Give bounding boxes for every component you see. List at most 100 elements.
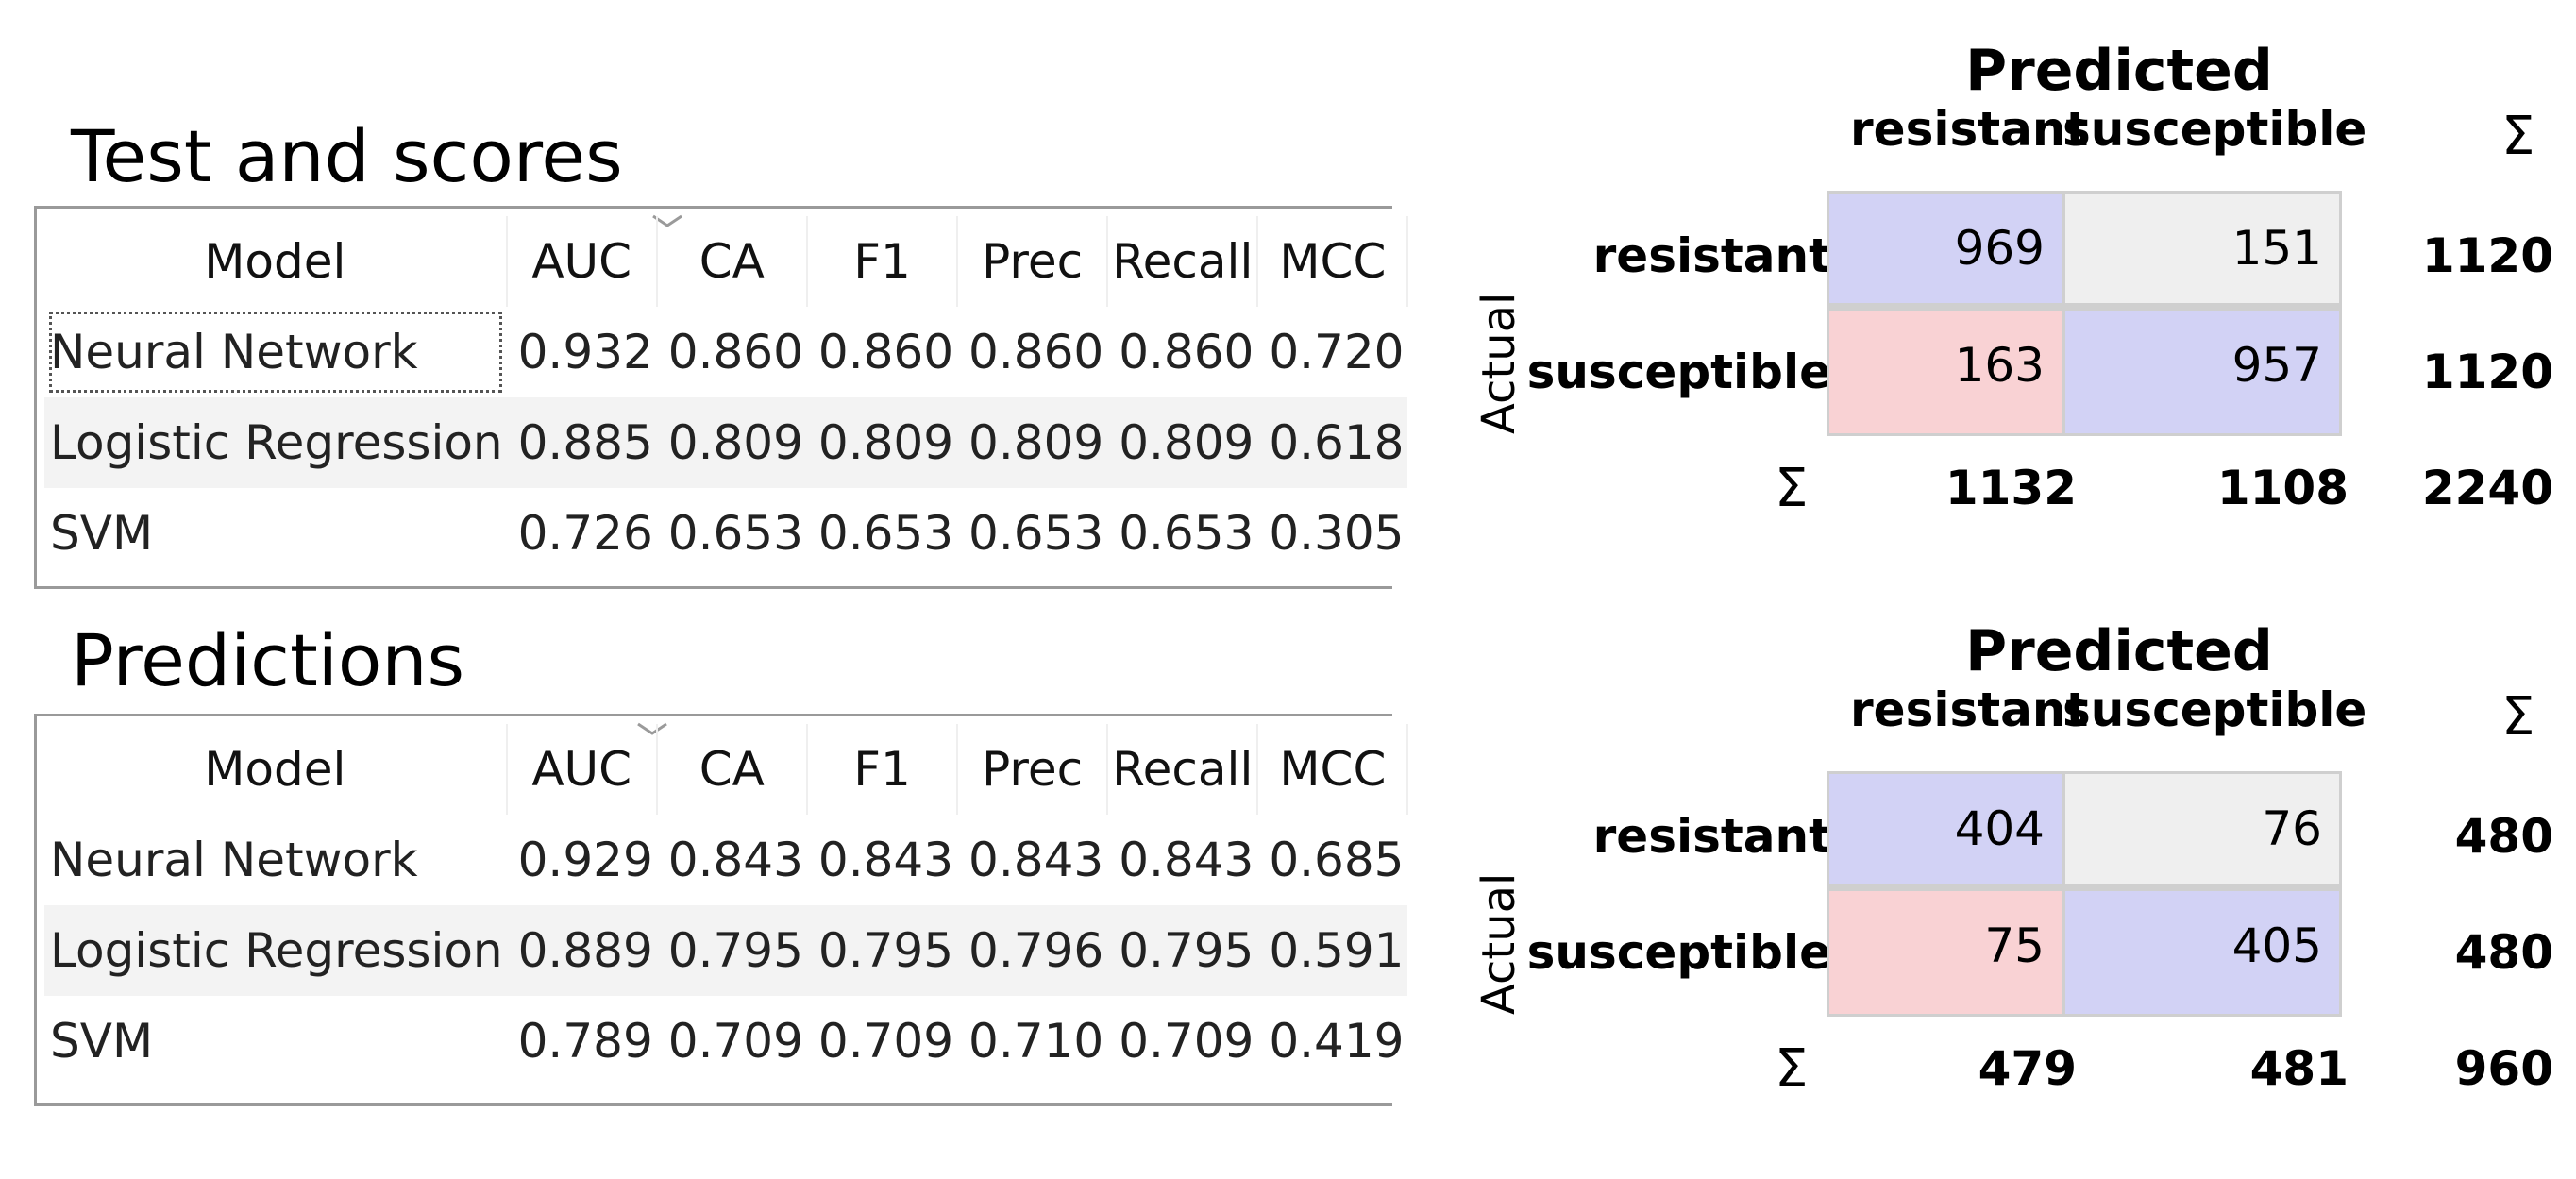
row-total: 480 <box>2454 925 2553 980</box>
row-total: 1120 <box>2421 345 2553 399</box>
grand-total: 960 <box>2454 1041 2553 1096</box>
cell-ca: 0.860 <box>667 325 803 379</box>
cell-auc: 0.889 <box>506 905 657 996</box>
cell-model: Neural Network <box>50 833 418 887</box>
col-header-recall[interactable]: Recall <box>1107 216 1259 307</box>
sum-symbol: Σ <box>1775 458 1809 519</box>
scores-table-predictions: Model AUC CA F1 Prec Recall MCC Neural N… <box>34 714 1409 1106</box>
matrix-grid: 404 76 75 405 <box>1827 771 2342 1017</box>
col-header-f1[interactable]: F1 <box>806 216 959 307</box>
cell-model: SVM <box>50 1014 154 1069</box>
row-head-susceptible: susceptible <box>1526 925 1831 980</box>
cell-prec: 0.809 <box>957 397 1108 488</box>
row-total: 480 <box>2454 809 2553 864</box>
cell-tn: 405 <box>2065 891 2339 1014</box>
cell-auc: 0.932 <box>517 325 653 379</box>
table-header-row: Model AUC CA F1 Prec Recall MCC <box>44 216 1409 307</box>
table-row[interactable]: SVM 0.789 0.709 0.709 0.710 0.709 0.419 <box>44 996 1407 1086</box>
cell-prec: 0.710 <box>968 1014 1104 1069</box>
matrix-grid: 969 151 163 957 <box>1827 191 2342 436</box>
cell-tn: 957 <box>2065 311 2339 433</box>
cell-prec: 0.653 <box>968 506 1104 561</box>
col-header-model[interactable]: Model <box>44 724 508 815</box>
col-header-ca[interactable]: CA <box>656 216 808 307</box>
cell-tp: 404 <box>1829 774 2062 884</box>
col-header-model[interactable]: Model <box>44 216 508 307</box>
col-header-recall[interactable]: Recall <box>1107 724 1259 815</box>
cell-mcc: 0.419 <box>1269 1014 1405 1069</box>
cell-mcc: 0.720 <box>1269 325 1405 379</box>
row-total: 1120 <box>2421 228 2553 283</box>
col-total: 1132 <box>1945 461 2077 515</box>
cell-recall: 0.795 <box>1107 905 1258 996</box>
cell-tp: 969 <box>1829 194 2062 303</box>
cell-mcc: 0.305 <box>1269 506 1405 561</box>
cell-fp: 151 <box>2065 194 2339 303</box>
cell-f1: 0.843 <box>817 833 954 887</box>
cell-recall: 0.653 <box>1119 506 1254 561</box>
scores-table-test: Model AUC CA F1 Prec Recall MCC Neural N… <box>34 206 1409 589</box>
grand-total: 2240 <box>2421 461 2553 515</box>
cell-ca: 0.809 <box>656 397 807 488</box>
cell-ca: 0.843 <box>667 833 803 887</box>
col-header-auc[interactable]: AUC <box>506 216 658 307</box>
cell-f1: 0.860 <box>817 325 954 379</box>
col-header-ca[interactable]: CA <box>656 724 808 815</box>
col-head-susceptible: susceptible <box>2062 682 2367 737</box>
col-header-mcc[interactable]: MCC <box>1257 216 1409 307</box>
col-total: 479 <box>1978 1041 2077 1096</box>
section-title-predictions: Predictions <box>71 618 465 702</box>
cell-model: SVM <box>50 506 154 561</box>
col-header-mcc[interactable]: MCC <box>1257 724 1409 815</box>
cell-mcc: 0.685 <box>1269 833 1405 887</box>
table-row[interactable]: Neural Network 0.932 0.860 0.860 0.860 0… <box>44 307 1407 397</box>
predicted-label: Predicted <box>1965 38 2273 104</box>
cell-ca: 0.653 <box>667 506 803 561</box>
cell-model: Logistic Regression <box>44 397 507 488</box>
cell-auc: 0.929 <box>517 833 653 887</box>
col-total: 1108 <box>2216 461 2349 515</box>
col-head-resistant: resistant <box>1850 682 2089 737</box>
cell-fn: 163 <box>1829 311 2062 433</box>
cell-mcc: 0.591 <box>1257 905 1408 996</box>
scores-table-test-grid: Model AUC CA F1 Prec Recall MCC Neural N… <box>44 216 1409 579</box>
col-header-auc[interactable]: AUC <box>506 724 658 815</box>
cell-recall: 0.843 <box>1119 833 1254 887</box>
cell-f1: 0.653 <box>817 506 954 561</box>
row-head-resistant: resistant <box>1592 809 1831 864</box>
cell-fp: 76 <box>2065 774 2339 884</box>
cell-recall: 0.860 <box>1119 325 1254 379</box>
cell-ca: 0.795 <box>656 905 807 996</box>
row-head-resistant: resistant <box>1592 228 1831 283</box>
cell-ca: 0.709 <box>667 1014 803 1069</box>
col-head-susceptible: susceptible <box>2062 102 2367 157</box>
table-row[interactable]: Logistic Regression 0.885 0.809 0.809 0.… <box>44 397 1408 488</box>
confusion-matrix-predictions: Predicted resistant susceptible Σ Actual… <box>1454 618 2553 1128</box>
table-row[interactable]: SVM 0.726 0.653 0.653 0.653 0.653 0.305 <box>44 488 1407 579</box>
cell-model: Logistic Regression <box>44 905 507 996</box>
scores-table-predictions-grid: Model AUC CA F1 Prec Recall MCC Neural N… <box>44 724 1409 1086</box>
col-header-prec[interactable]: Prec <box>957 216 1109 307</box>
cell-fn: 75 <box>1829 891 2062 1014</box>
sum-symbol: Σ <box>2501 686 2535 748</box>
cell-prec: 0.843 <box>968 833 1104 887</box>
col-header-f1[interactable]: F1 <box>806 724 959 815</box>
confusion-matrix-test: Predicted resistant susceptible Σ Actual… <box>1454 38 2553 529</box>
row-head-susceptible: susceptible <box>1526 345 1831 399</box>
cell-model: Neural Network <box>44 307 507 397</box>
table-row[interactable]: Neural Network 0.929 0.843 0.843 0.843 0… <box>44 815 1407 905</box>
cell-f1: 0.709 <box>817 1014 954 1069</box>
cell-mcc: 0.618 <box>1257 397 1408 488</box>
table-header-row: Model AUC CA F1 Prec Recall MCC <box>44 724 1409 815</box>
sum-symbol: Σ <box>2501 106 2535 167</box>
col-header-prec[interactable]: Prec <box>957 724 1109 815</box>
cell-f1: 0.809 <box>806 397 958 488</box>
table-row[interactable]: Logistic Regression 0.889 0.795 0.795 0.… <box>44 905 1408 996</box>
col-total: 481 <box>2249 1041 2349 1096</box>
cell-auc: 0.726 <box>517 506 653 561</box>
cell-f1: 0.795 <box>806 905 958 996</box>
sum-symbol: Σ <box>1775 1038 1809 1100</box>
predicted-label: Predicted <box>1965 618 2273 684</box>
cell-prec: 0.796 <box>957 905 1108 996</box>
cell-auc: 0.885 <box>506 397 657 488</box>
